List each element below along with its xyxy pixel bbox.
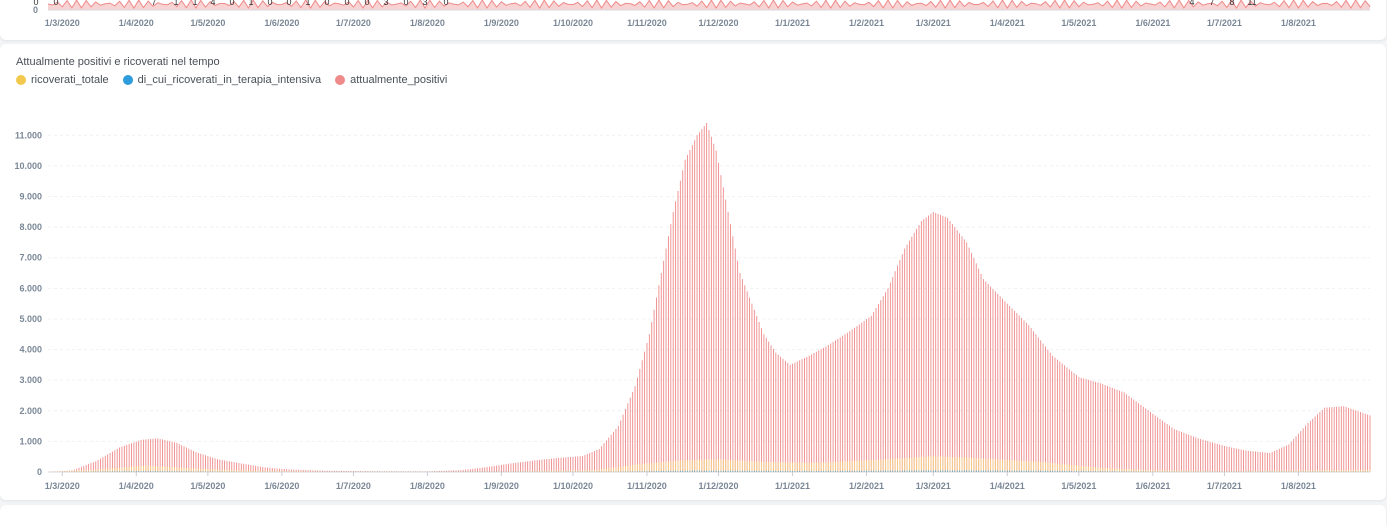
legend-item-terapia-intensiva[interactable]: di_cui_ricoverati_in_terapia_intensiva: [122, 74, 322, 86]
previous-x-tick-label: 1/11/2020: [627, 18, 667, 28]
legend-label: di_cui_ricoverati_in_terapia_intensiva: [137, 74, 322, 86]
y-tick-label: 5.000: [19, 314, 42, 324]
previous-value-label: 8: [1229, 0, 1234, 7]
legend-label: attualmente_positivi: [350, 74, 448, 86]
previous-value-label: 0: [267, 0, 272, 7]
y-tick-label: 7.000: [19, 253, 42, 263]
legend-item-ricoverati-totale[interactable]: ricoverati_totale: [16, 74, 109, 86]
previous-value-label: 1: [192, 0, 197, 7]
x-tick-label: 1/6/2021: [1135, 481, 1170, 491]
legend-dot-icon: [16, 75, 26, 85]
previous-x-tick-label: 1/8/2021: [1281, 18, 1316, 28]
previous-value-label: 0: [229, 0, 234, 7]
series-ricoverati-totale: [49, 456, 1371, 472]
main-chart-plot[interactable]: 0 1.000 2.000 3.000 4.000 5.000 6.000 7.000 8.00…: [0, 44, 1386, 500]
y-tick-label: 3.000: [19, 375, 42, 385]
x-tick-label: 1/7/2021: [1207, 481, 1242, 491]
x-tick-label: 1/5/2021: [1061, 481, 1096, 491]
x-tick-label: 1/6/2020: [264, 481, 299, 491]
x-tick-label: 1/3/2021: [916, 481, 951, 491]
y-tick-label: 0: [37, 467, 42, 477]
previous-x-tick-label: 1/6/2020: [264, 18, 299, 28]
previous-value-label: 0: [33, 0, 38, 7]
x-tick-label: 1/11/2020: [627, 481, 667, 491]
series-terapia-intensiva: [50, 470, 1371, 472]
previous-x-tick-label: 1/3/2021: [916, 18, 951, 28]
previous-chart: 00 0 7 1 1 4 0 1 0 0 1 0 0 0 3 0 3 0 4 7 8 111/3/2020 1/4/2020…: [33, 0, 1371, 28]
previous-line: [47, 0, 1371, 9]
y-tick-label: 10.000: [14, 161, 42, 171]
previous-x-tick-label: 1/4/2021: [990, 18, 1025, 28]
previous-value-label: 1: [173, 0, 178, 7]
chart-title: Attualmente positivi e ricoverati nel te…: [16, 56, 220, 68]
previous-x-tick-label: 1/7/2021: [1207, 18, 1242, 28]
y-tick-label: 1.000: [19, 436, 42, 446]
previous-x-tick-label: 1/8/2020: [410, 18, 445, 28]
x-tick-label: 1/3/2020: [45, 481, 80, 491]
x-tick-label: 1/4/2021: [990, 481, 1025, 491]
previous-y-zero: 0: [33, 5, 38, 15]
x-tick-label: 1/4/2020: [119, 481, 154, 491]
previous-value-label: 1: [248, 0, 253, 7]
x-tick-label: 1/8/2020: [410, 481, 445, 491]
chart-legend: ricoverati_totale di_cui_ricoverati_in_t…: [16, 74, 447, 86]
legend-label: ricoverati_totale: [31, 74, 109, 86]
previous-value-label: 0: [286, 0, 291, 7]
y-tick-label: 6.000: [19, 283, 42, 293]
previous-value-label: 3: [383, 0, 388, 7]
previous-x-tick-label: 1/5/2021: [1061, 18, 1096, 28]
previous-value-label: 4: [210, 0, 215, 7]
y-tick-label: 9.000: [19, 192, 42, 202]
x-tick-label: 1/1/2021: [775, 481, 810, 491]
previous-x-tick-label: 1/4/2020: [119, 18, 154, 28]
x-tick-label: 1/9/2020: [484, 481, 519, 491]
previous-value-label: 0: [364, 0, 369, 7]
main-chart-card: Attualmente positivi e ricoverati nel te…: [0, 44, 1386, 500]
series-attualmente-positivi: [49, 123, 1371, 472]
y-tick-label: 11.000: [15, 130, 42, 140]
y-tick-label: 4.000: [19, 345, 42, 355]
previous-x-tick-label: 1/2/2021: [849, 18, 884, 28]
previous-value-label: 0: [403, 0, 408, 7]
previous-value-label: 0: [344, 0, 349, 7]
previous-x-tick-label: 1/10/2020: [553, 18, 593, 28]
next-chart-card: [0, 505, 1386, 525]
legend-dot-icon: [122, 75, 133, 85]
x-tick-label: 1/5/2020: [190, 481, 225, 491]
previous-x-tick-label: 1/1/2021: [775, 18, 810, 28]
previous-value-label: 3: [422, 0, 427, 7]
previous-value-label: 0: [53, 0, 58, 7]
x-tick-label: 1/8/2021: [1281, 481, 1316, 491]
previous-x-tick-label: 1/12/2020: [699, 18, 739, 28]
previous-value-label: 11: [1247, 0, 1256, 7]
previous-x-tick-label: 1/7/2020: [336, 18, 371, 28]
legend-item-attualmente-positivi[interactable]: attualmente_positivi: [335, 74, 447, 86]
previous-x-tick-label: 1/3/2020: [45, 18, 80, 28]
previous-x-tick-label: 1/5/2020: [190, 18, 225, 28]
previous-value-label: 7: [151, 0, 156, 7]
legend-dot-icon: [335, 75, 346, 85]
x-tick-label: 1/7/2020: [336, 481, 371, 491]
x-tick-label: 1/2/2021: [849, 481, 884, 491]
previous-chart-card: 0 0 0 7 1 1 4 0 1 0 0 1 0 0 0 3 0 3 0 4 7 8 11 1/3/2020 1/4/2020…: [0, 0, 1386, 40]
x-tick-label: 1/10/2020: [553, 481, 593, 491]
previous-value-label: 4: [1189, 0, 1194, 7]
y-tick-label: 2.000: [19, 406, 42, 416]
previous-value-label: 0: [443, 0, 448, 7]
x-tick-label: 1/12/2020: [699, 481, 739, 491]
previous-value-label: 1: [305, 0, 310, 7]
previous-value-label: 7: [1209, 0, 1214, 7]
previous-x-tick-label: 1/6/2021: [1135, 18, 1170, 28]
previous-x-tick-label: 1/9/2020: [484, 18, 519, 28]
y-tick-label: 8.000: [19, 222, 42, 232]
previous-value-label: 0: [324, 0, 329, 7]
